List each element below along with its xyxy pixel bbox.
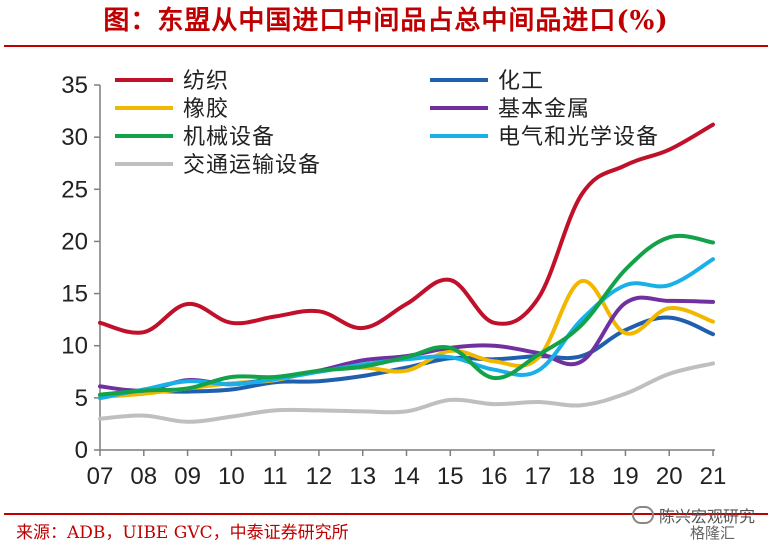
legend-item: 基本金属 (430, 97, 590, 122)
series-line (98, 122, 715, 335)
y-tick-label: 5 (75, 385, 88, 412)
series-line (98, 233, 715, 397)
x-tick-label: 18 (568, 463, 595, 490)
series-line (98, 295, 715, 393)
source-note: 来源：ADB，UIBE GVC，中泰证券研究所 (16, 523, 349, 543)
x-tick-label: 19 (612, 463, 639, 490)
series-line (98, 361, 715, 424)
legend-item: 橡胶 (115, 97, 229, 122)
x-tick-label: 20 (656, 463, 683, 490)
x-tick-label: 07 (87, 463, 114, 490)
x-tick-label: 17 (525, 463, 552, 490)
x-tick-label: 10 (218, 463, 245, 490)
legend-label: 交通运输设备 (183, 153, 321, 178)
chart-axes: 0 5 10 15 20 25 30 35 07 08 09 10 11 12 13 14 15 16 17 18 19… (61, 72, 726, 490)
y-tick-label: 20 (61, 228, 88, 255)
y-tick-label: 15 (61, 281, 88, 308)
legend-label: 纺织 (183, 69, 229, 94)
legend-label: 化工 (498, 69, 544, 94)
legend-label: 电气和光学设备 (498, 125, 659, 150)
x-tick-label: 09 (174, 463, 201, 490)
watermark-badge: 格隆汇 (690, 524, 736, 542)
legend-label: 机械设备 (183, 125, 275, 150)
y-tick-label: 0 (75, 437, 88, 464)
y-tick-label: 10 (61, 333, 88, 360)
legend-label: 基本金属 (498, 97, 590, 122)
series-line (98, 315, 715, 400)
series-line (98, 257, 715, 400)
legend-label: 橡胶 (183, 97, 229, 122)
footer-divider (4, 513, 768, 515)
wechat-icon (632, 506, 654, 524)
legend-item: 交通运输设备 (115, 153, 321, 178)
title-divider (4, 45, 768, 47)
y-tick-label: 25 (61, 176, 88, 203)
x-tick-label: 12 (306, 463, 333, 490)
x-tick-label: 11 (263, 463, 288, 490)
watermark: 陈兴宏观研究 (632, 503, 755, 527)
line-chart: 0 5 10 15 20 25 30 35 07 08 09 10 11 12 13 14 15 16 17 18 19… (61, 69, 726, 490)
chart-series (98, 122, 715, 424)
x-tick-label: 14 (393, 463, 420, 490)
watermark-text: 陈兴宏观研究 (659, 507, 756, 526)
x-tick-label: 21 (700, 463, 727, 490)
x-tick-label: 16 (481, 463, 508, 490)
y-tick-label: 30 (61, 124, 88, 151)
x-tick-label: 13 (349, 463, 376, 490)
legend-item: 纺织 (115, 69, 229, 94)
y-tick-label: 35 (61, 72, 88, 99)
x-tick-label: 08 (130, 463, 157, 490)
chart-title: 图：东盟从中国进口中间品占总中间品进口(%) (103, 6, 669, 36)
legend-item: 化工 (430, 69, 544, 94)
x-tick-label: 15 (437, 463, 464, 490)
legend-item: 电气和光学设备 (430, 125, 659, 150)
legend-item: 机械设备 (115, 125, 275, 150)
